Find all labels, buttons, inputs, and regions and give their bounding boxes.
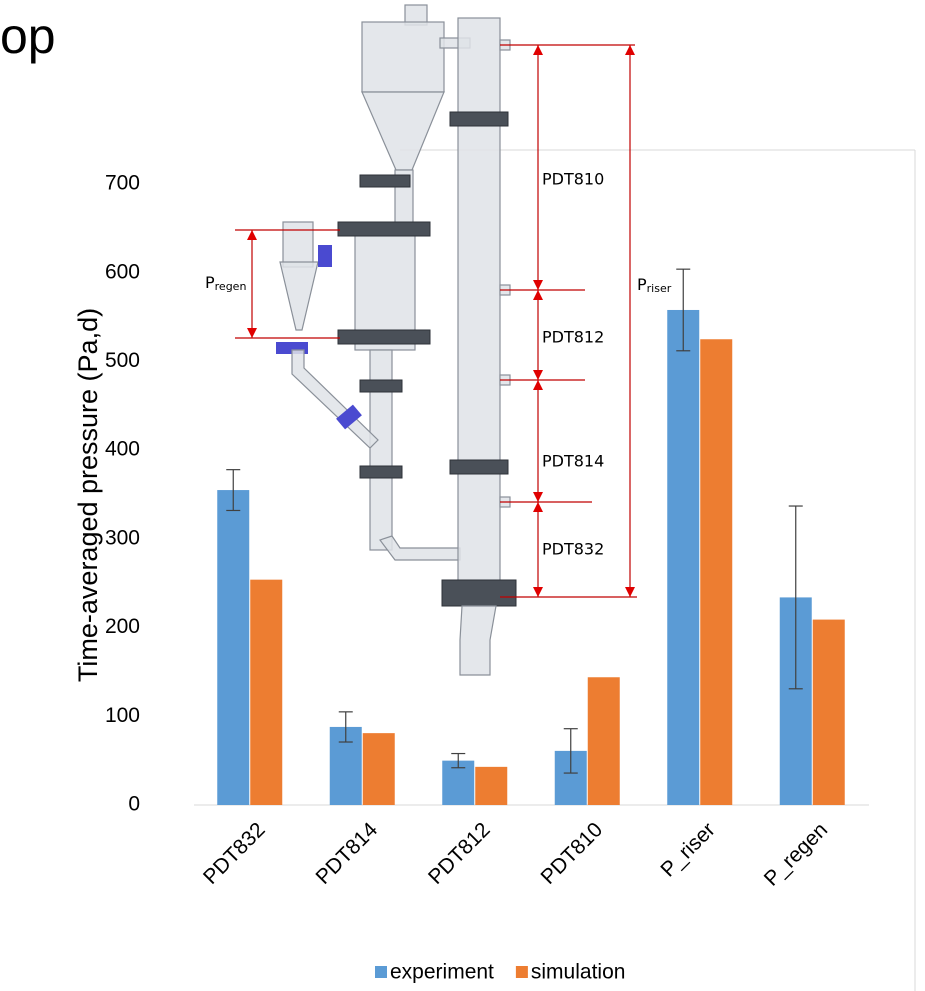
bar (217, 490, 250, 805)
apparatus-part (359, 465, 403, 479)
bar (667, 309, 700, 805)
error-bar (788, 505, 803, 690)
diagram-label: PDT812 (542, 328, 604, 347)
apparatus-part (337, 221, 431, 237)
y-axis-label: Time-averaged pressure (Pa,d) (73, 308, 103, 682)
error-bar (563, 728, 578, 774)
dimension-lines (235, 44, 637, 598)
label-main: P (205, 273, 215, 292)
label-bg (540, 325, 610, 353)
legend-label: simulation (531, 961, 626, 984)
error-bar (226, 469, 241, 512)
y-tick-label: 500 (105, 349, 140, 372)
x-tick-label: PDT832 (199, 818, 270, 889)
apparatus-part (449, 459, 509, 475)
diagram-label: Pregen (205, 273, 246, 294)
bar (362, 733, 395, 805)
label-main: P (637, 275, 647, 294)
apparatus-part (279, 261, 319, 331)
x-tick-label: PDT814 (311, 818, 382, 889)
apparatus-part (379, 535, 461, 561)
apparatus-part (361, 91, 445, 171)
apparatus-part (457, 17, 501, 599)
heading: op (0, 8, 56, 64)
apparatus-part (459, 605, 497, 676)
label-sub: regen (215, 280, 247, 293)
bar (812, 619, 845, 805)
apparatus-part (449, 111, 509, 127)
legend-swatch (375, 966, 387, 978)
bar (250, 579, 283, 805)
apparatus-part (337, 329, 431, 345)
apparatus-part (282, 221, 314, 268)
apparatus-diagram: PDT810 PDT812 PDT814 PDT832 Pregen Prise… (205, 4, 672, 676)
y-tick-label: 0 (128, 793, 140, 816)
x-tick-label: P_riser (656, 818, 719, 881)
label-bg (540, 448, 610, 476)
error-bar (451, 752, 466, 769)
apparatus-part (359, 379, 403, 393)
y-tick-label: 700 (105, 172, 140, 195)
x-tick-label: PDT810 (536, 818, 607, 889)
label-bg (540, 165, 610, 193)
apparatus-part (318, 245, 332, 267)
label-bg (540, 536, 610, 564)
diagram-label: PDT814 (542, 452, 604, 471)
apparatus-part (359, 174, 411, 188)
apparatus-part (441, 579, 517, 607)
apparatus-part (361, 21, 445, 93)
y-tick-label: 400 (105, 438, 140, 461)
bar (587, 677, 620, 805)
bar (475, 766, 508, 805)
error-bar (676, 268, 691, 352)
error-bar (338, 711, 353, 743)
y-tick-label: 200 (105, 615, 140, 638)
legend-label: experiment (390, 961, 494, 984)
diagram-label: PDT832 (542, 540, 604, 559)
y-tick-label: 100 (105, 704, 140, 727)
y-tick-label: 600 (105, 260, 140, 283)
bar (700, 339, 733, 805)
x-tick-label: P_regen (760, 818, 832, 890)
diagram-label: Priser (637, 275, 672, 296)
diagram-label: PDT810 (542, 170, 604, 189)
apparatus-part (354, 224, 416, 351)
apparatus-part (369, 349, 393, 551)
y-tick-label: 300 (105, 526, 140, 549)
label-sub: riser (647, 282, 672, 295)
apparatus-part (291, 349, 379, 449)
legend-swatch (515, 966, 528, 978)
x-tick-label: PDT812 (424, 818, 495, 889)
apparatus-part (336, 404, 362, 430)
